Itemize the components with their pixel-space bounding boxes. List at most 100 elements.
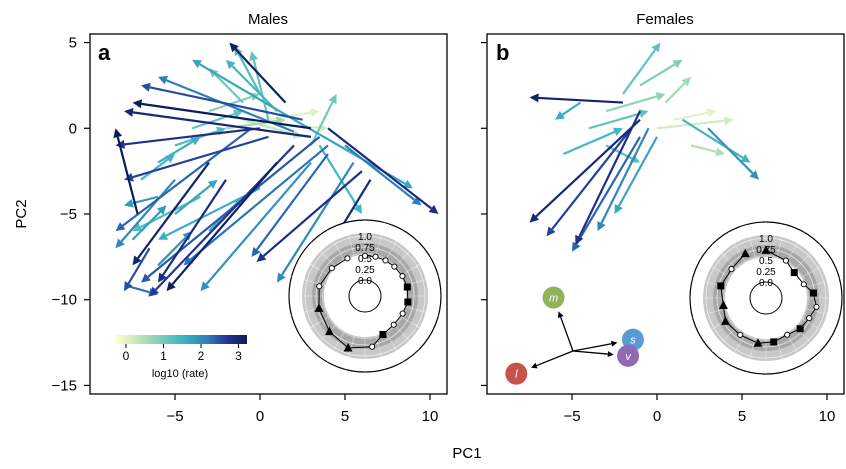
inset-circle-marker (806, 315, 813, 322)
arrow (575, 110, 641, 245)
arrow-shaft (157, 236, 187, 267)
arrow-head (572, 241, 581, 252)
arrow-head (141, 82, 151, 92)
inset-circle-marker (328, 265, 335, 272)
arrow-head (113, 128, 123, 139)
arrow-shaft (622, 49, 656, 95)
arrow-shaft (149, 86, 303, 121)
arrow-head (328, 94, 337, 105)
arrow-shaft (639, 63, 676, 87)
inset-triangle-marker (753, 338, 763, 347)
arrow-head (192, 59, 203, 69)
arrow (588, 109, 649, 130)
arrow-head (715, 147, 725, 157)
arrow-head (614, 203, 623, 214)
inset-spoke (727, 311, 759, 364)
arrow (614, 136, 658, 214)
vector-label-badge (505, 362, 528, 385)
arrow (529, 93, 624, 104)
arrow (115, 178, 176, 249)
inset-inner-circle (749, 281, 783, 315)
inset-square-marker (717, 282, 725, 290)
arrow-head (411, 196, 422, 206)
arrow-head (158, 231, 169, 240)
y-tick-label: −15 (52, 377, 77, 394)
arrow (277, 161, 355, 283)
arrow-shaft (327, 127, 433, 210)
arrow-shaft (242, 118, 295, 136)
vector-shaft (536, 350, 574, 367)
inset-circle-marker (399, 273, 406, 280)
arrow-shaft (344, 144, 416, 201)
inset-grid-ring (337, 268, 393, 324)
panel-b-variable-vectors: m sv l (505, 286, 644, 385)
arrow (546, 127, 633, 237)
panel-b-polar-inset: 1.00.750.50.250.0 (689, 221, 843, 375)
arrow-head (256, 252, 267, 262)
x-tick-label: 10 (819, 408, 836, 425)
inset-circle-marker (800, 281, 807, 288)
inset-circle-marker (390, 321, 397, 328)
arrow-shaft (600, 127, 650, 224)
arrow-shaft (681, 118, 744, 159)
arrow-shaft (132, 135, 269, 179)
inset-spoke (368, 222, 385, 281)
inset-triangle-marker (720, 316, 730, 325)
arrow (124, 107, 312, 138)
arrow-shaft (132, 111, 312, 138)
arrow-head (597, 221, 606, 232)
inset-triangle-marker (314, 303, 324, 312)
inset-spoke (777, 244, 820, 287)
arrow-shaft (127, 284, 150, 294)
vector-head (531, 362, 538, 369)
arrow-head (166, 281, 176, 292)
arrow (141, 82, 303, 121)
arrow (200, 161, 312, 292)
x-tick-label: 10 (422, 408, 439, 425)
inset-spoke (712, 309, 755, 352)
arrow (131, 205, 167, 241)
arrow-head (158, 272, 167, 283)
vector-label: l (515, 369, 518, 381)
inset-grid-ring (727, 259, 805, 337)
arrow-head (115, 222, 126, 232)
y-tick-label: 0 (69, 120, 77, 137)
arrow-head (575, 234, 584, 245)
arrow (310, 94, 337, 146)
arrow-head (158, 76, 169, 85)
arrow-shaft (318, 144, 359, 207)
arrow-shaft (262, 170, 363, 257)
arrow-shaft (234, 48, 287, 104)
arrow (226, 59, 278, 112)
panel-a-letter: a (98, 40, 111, 65)
arrow-head (655, 92, 666, 101)
inset-spoke (692, 301, 751, 318)
arrow (664, 76, 691, 104)
colorbar-ticks: 0 1 2 3 (123, 344, 242, 363)
inset-spoke (781, 278, 840, 295)
arrow (166, 161, 278, 292)
arrow-head (233, 109, 243, 119)
inset-spoke (712, 244, 755, 287)
inset-circle-marker (728, 265, 735, 273)
inset-circle-marker (399, 310, 406, 317)
inset-circle-marker (382, 257, 389, 264)
arrow (113, 128, 139, 215)
vector-label-badge (542, 286, 565, 309)
arrow-shaft (174, 184, 212, 215)
arrow-shaft (231, 65, 278, 112)
arrow-head (706, 108, 717, 118)
arrow-head (226, 59, 236, 70)
arrow-head (672, 59, 683, 69)
inset-grid-ring (705, 237, 827, 359)
inset-square-marker (379, 330, 387, 338)
inset-spoke (727, 232, 759, 285)
arrow (707, 127, 759, 180)
inset-triangle-marker (761, 245, 771, 254)
arrow (529, 118, 641, 223)
inset-spoke (299, 303, 352, 335)
inset-grid-ring (738, 270, 794, 326)
inset-spoke (746, 224, 763, 283)
inset-inner-circle (348, 279, 382, 313)
arrow-shaft (563, 130, 616, 156)
